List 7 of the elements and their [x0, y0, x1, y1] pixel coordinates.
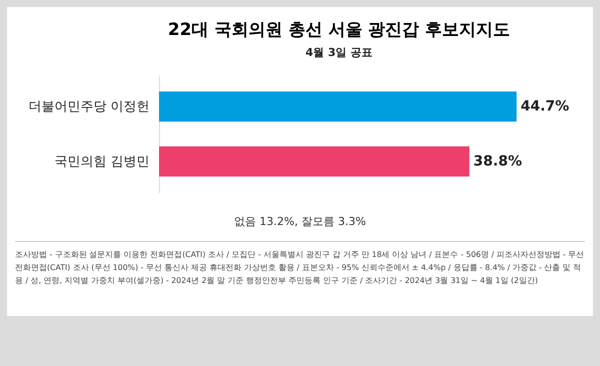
data-label: 38.8% [473, 153, 522, 170]
chart-subtitle: 4월 3일 공표 [306, 46, 372, 59]
text: 없음 13.2%, 잘모름 3.3% [233, 214, 367, 229]
y-tick-label: 국민의힘 김병민 [54, 154, 150, 170]
y-tick-label: 더불어민주당 이정헌 [28, 100, 150, 115]
chart-title: 22대 국회의원 총선 서울 광진갑 후보지지도 [168, 20, 510, 40]
data-label: 44.7% [520, 98, 570, 115]
